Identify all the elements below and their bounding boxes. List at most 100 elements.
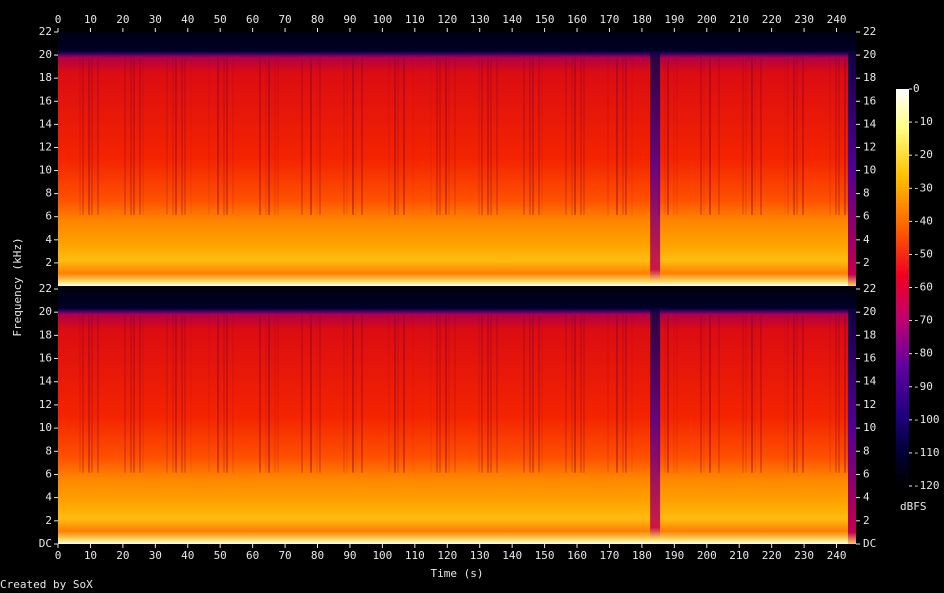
texture bbox=[751, 314, 753, 473]
texture bbox=[532, 57, 534, 215]
y-tick-label: 8 bbox=[863, 187, 870, 200]
y-tick-label: 20 bbox=[39, 305, 52, 318]
y-tick-label: 6 bbox=[863, 467, 870, 480]
texture bbox=[319, 57, 321, 215]
texture bbox=[403, 314, 405, 473]
texture bbox=[436, 57, 438, 215]
texture bbox=[319, 314, 321, 473]
colorbar-tick-label: -70 bbox=[913, 314, 933, 327]
y-tick-label: 6 bbox=[45, 467, 52, 480]
y-tick-label: 4 bbox=[863, 491, 870, 504]
colorbar bbox=[896, 89, 909, 486]
texture bbox=[580, 57, 582, 215]
x-tick-label: 90 bbox=[343, 549, 356, 562]
texture bbox=[310, 314, 312, 473]
texture bbox=[673, 314, 675, 473]
texture bbox=[793, 314, 795, 473]
texture bbox=[650, 309, 661, 539]
y-tick-label: 4 bbox=[863, 233, 870, 246]
x-tick-label: 110 bbox=[405, 549, 425, 562]
x-tick-label: 230 bbox=[794, 549, 814, 562]
y-tick-label: 10 bbox=[39, 164, 52, 177]
x-tick-label: 120 bbox=[437, 13, 457, 26]
y-tick-label: 12 bbox=[863, 140, 876, 153]
texture bbox=[523, 314, 525, 473]
x-tick-label: 50 bbox=[214, 549, 227, 562]
colorbar-tick-label: -30 bbox=[913, 181, 933, 194]
texture bbox=[676, 57, 678, 215]
texture bbox=[355, 314, 357, 473]
texture bbox=[142, 57, 144, 215]
texture bbox=[175, 314, 177, 473]
x-tick-label: 230 bbox=[794, 13, 814, 26]
y-axis-label: Frequency (kHz) bbox=[11, 237, 24, 336]
texture bbox=[523, 57, 525, 215]
texture bbox=[232, 57, 234, 215]
y-tick-label: 6 bbox=[45, 210, 52, 223]
x-tick-label: 240 bbox=[827, 549, 847, 562]
texture bbox=[487, 314, 489, 473]
texture bbox=[355, 57, 357, 215]
y-tick-label: DC bbox=[863, 537, 876, 550]
texture bbox=[133, 57, 135, 215]
x-tick-label: 220 bbox=[762, 13, 782, 26]
texture bbox=[97, 57, 99, 215]
texture bbox=[88, 57, 90, 215]
footer: Created by SoX bbox=[0, 578, 93, 591]
x-tick-label: 10 bbox=[84, 13, 97, 26]
texture bbox=[361, 314, 363, 473]
texture bbox=[394, 57, 396, 215]
x-tick-label: 10 bbox=[84, 549, 97, 562]
texture bbox=[166, 57, 168, 215]
y-tick-label: 22 bbox=[863, 282, 876, 295]
texture bbox=[133, 314, 135, 473]
colorbar-tick-label: 0 bbox=[913, 82, 920, 95]
x-tick-label: 90 bbox=[343, 13, 356, 26]
texture bbox=[184, 57, 186, 215]
x-tick-label: 190 bbox=[664, 549, 684, 562]
y-tick-label: 14 bbox=[39, 117, 53, 130]
texture bbox=[343, 314, 345, 473]
texture bbox=[394, 314, 396, 473]
x-tick-label: 170 bbox=[600, 549, 620, 562]
texture bbox=[184, 314, 186, 473]
texture bbox=[709, 314, 711, 473]
y-tick-label: 10 bbox=[863, 164, 876, 177]
colorbar-tick-label: -110 bbox=[913, 446, 940, 459]
y-tick-label: 8 bbox=[863, 444, 870, 457]
texture bbox=[190, 57, 192, 215]
texture bbox=[844, 57, 846, 215]
x-tick-label: 80 bbox=[311, 549, 324, 562]
texture bbox=[784, 57, 786, 215]
texture bbox=[538, 314, 540, 473]
texture bbox=[478, 314, 480, 473]
texture bbox=[142, 314, 144, 473]
x-tick-label: 210 bbox=[729, 13, 749, 26]
texture bbox=[650, 52, 661, 281]
texture bbox=[268, 57, 270, 215]
texture bbox=[226, 57, 228, 215]
texture bbox=[310, 57, 312, 215]
texture bbox=[703, 57, 705, 215]
texture bbox=[139, 314, 141, 473]
y-tick-label: 12 bbox=[863, 398, 876, 411]
texture bbox=[97, 314, 99, 473]
texture bbox=[718, 314, 720, 473]
texture bbox=[490, 314, 492, 473]
texture bbox=[496, 314, 498, 473]
colorbar-tick-label: -120 bbox=[913, 479, 940, 492]
x-tick-label: 20 bbox=[116, 549, 129, 562]
texture bbox=[481, 57, 483, 215]
texture bbox=[487, 57, 489, 215]
y-tick-label: 12 bbox=[39, 398, 52, 411]
texture bbox=[82, 314, 84, 473]
x-tick-label: 40 bbox=[181, 549, 194, 562]
texture bbox=[625, 314, 627, 473]
texture bbox=[787, 57, 789, 215]
texture bbox=[574, 314, 576, 473]
y-tick-label: 20 bbox=[863, 48, 876, 61]
texture bbox=[274, 57, 276, 215]
x-tick-label: 240 bbox=[827, 13, 847, 26]
texture bbox=[301, 57, 303, 215]
